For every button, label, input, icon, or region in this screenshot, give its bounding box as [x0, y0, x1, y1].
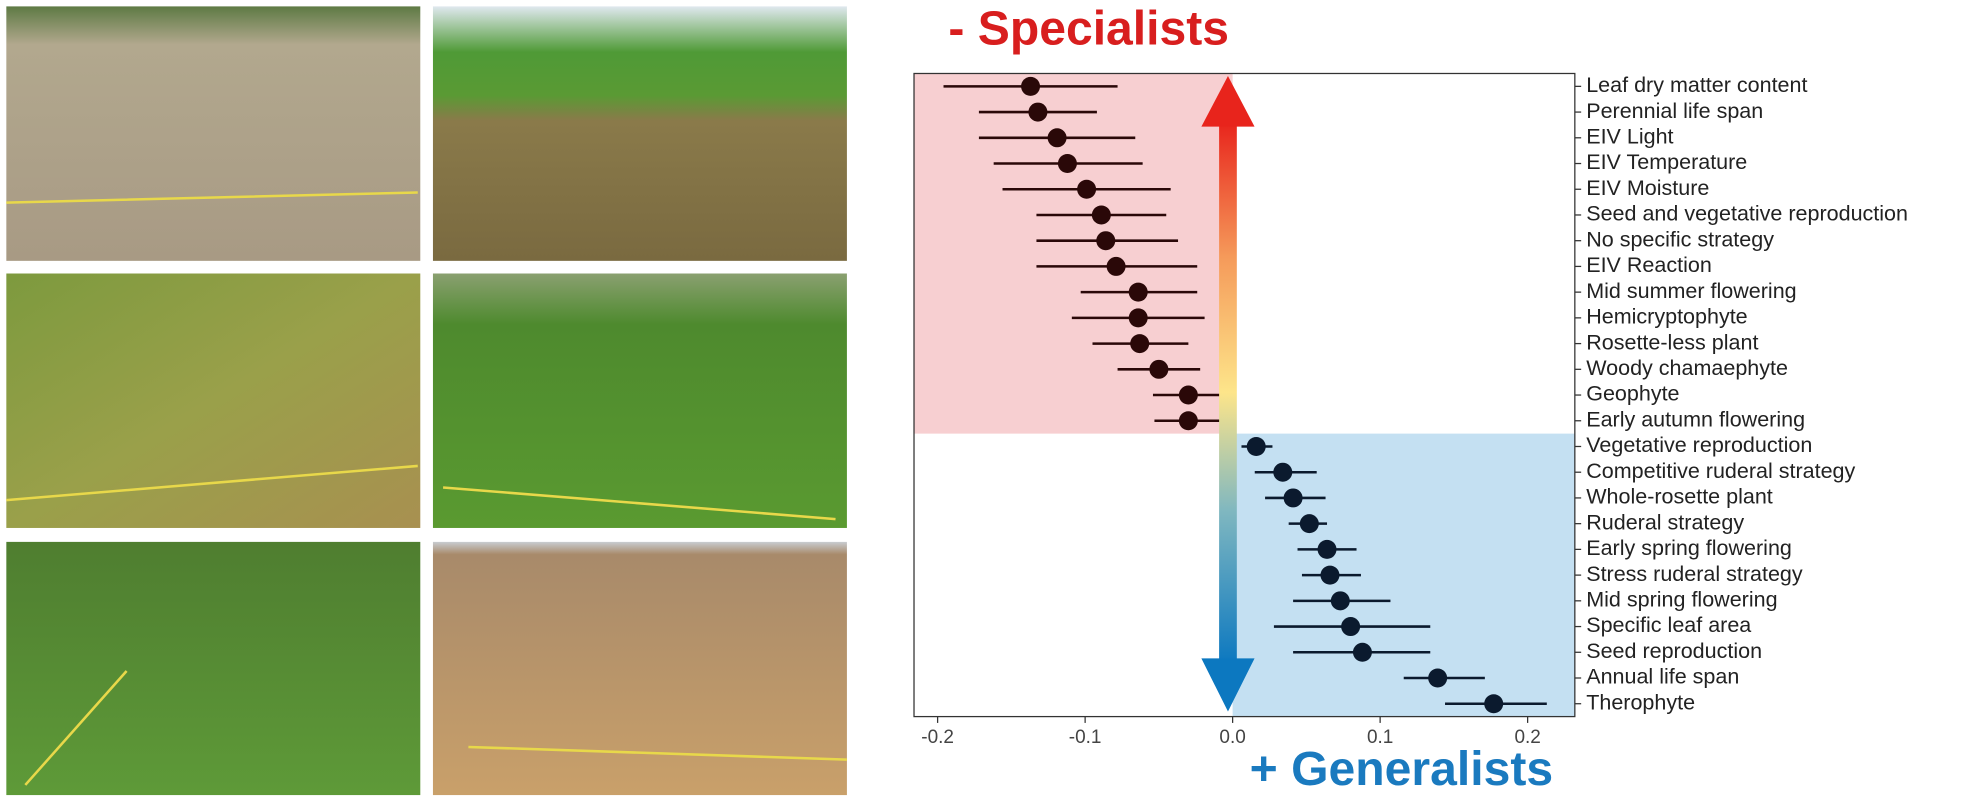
regions	[914, 73, 1575, 717]
x-tick-label: 0.0	[1219, 727, 1245, 748]
y-tick-label: Perennial life span	[1586, 99, 1763, 123]
point	[1178, 411, 1198, 431]
y-tick-label: Seed and vegetative reproduction	[1586, 202, 1908, 226]
generalists-label: + Generalists	[1250, 742, 1553, 796]
photo	[432, 6, 847, 261]
point	[1317, 539, 1337, 559]
positive-region	[1232, 433, 1575, 717]
point	[1021, 76, 1041, 96]
photo	[6, 541, 421, 796]
x-tick-label: 0.2	[1514, 727, 1540, 748]
measuring-tape	[6, 191, 847, 786]
point	[1128, 282, 1148, 302]
point	[1352, 642, 1372, 662]
point	[1330, 591, 1350, 611]
chart: -0.2 -0.1 0.0 0.1 0.2 Leaf dry matter content…	[913, 72, 1908, 748]
y-tick-label: Early spring flowering	[1586, 536, 1792, 560]
point	[1106, 256, 1126, 276]
y-tick-label: EIV Temperature	[1586, 150, 1747, 174]
y-tick-label: EIV Reaction	[1586, 253, 1712, 277]
photo	[6, 273, 421, 528]
y-tick-label: Ruderal strategy	[1586, 510, 1744, 534]
arrow-head	[1201, 76, 1255, 127]
point	[1128, 308, 1148, 328]
point	[1047, 128, 1067, 148]
point	[1178, 385, 1198, 405]
point	[1341, 617, 1361, 637]
point	[1299, 514, 1319, 534]
y-tick-label: Specific leaf area	[1586, 613, 1751, 637]
y-tick-label: EIV Light	[1586, 124, 1673, 148]
photos	[6, 6, 847, 796]
y-tick-label: EIV Moisture	[1586, 176, 1709, 200]
point	[1077, 179, 1097, 199]
arrow-head	[1201, 658, 1255, 712]
y-tick-label: Whole-rosette plant	[1586, 485, 1773, 509]
y-tick-label: Mid spring flowering	[1586, 588, 1777, 612]
point	[1428, 668, 1448, 688]
point	[1283, 488, 1303, 508]
x-tick-label: 0.1	[1367, 727, 1393, 748]
x-tick-label: -0.1	[1069, 727, 1102, 748]
point	[1130, 334, 1150, 354]
gradient-arrow	[1201, 76, 1255, 712]
point	[1028, 102, 1048, 122]
photo	[432, 273, 847, 528]
y-tick-label: Annual life span	[1586, 665, 1739, 689]
y-tick-label: Stress ruderal strategy	[1586, 562, 1803, 586]
point	[1273, 462, 1293, 482]
arrow-shaft	[1219, 121, 1237, 664]
y-tick-label: Mid summer flowering	[1586, 279, 1796, 303]
point	[1096, 231, 1116, 251]
point	[1484, 694, 1504, 714]
y-tick-label: No specific strategy	[1586, 227, 1774, 251]
point	[1246, 436, 1266, 456]
y-tick-label: Vegetative reproduction	[1586, 433, 1812, 457]
y-tick-label: Early autumn flowering	[1586, 407, 1805, 431]
point	[1149, 359, 1169, 379]
y-tick-label: Woody chamaephyte	[1586, 356, 1788, 380]
y-tick-label: Leaf dry matter content	[1586, 73, 1807, 97]
y-tick-label: Geophyte	[1586, 382, 1679, 406]
point	[1057, 154, 1077, 174]
x-tick-label: -0.2	[921, 727, 954, 748]
negative-region	[914, 73, 1233, 434]
y-tick-label: Competitive ruderal strategy	[1586, 459, 1855, 483]
point	[1320, 565, 1340, 585]
y-tick-label: Rosette-less plant	[1586, 330, 1758, 354]
y-tick-label: Seed reproduction	[1586, 639, 1762, 663]
photo	[6, 6, 421, 261]
y-tick-label: Hemicryptophyte	[1586, 305, 1747, 329]
y-tick-label: Therophyte	[1586, 690, 1695, 714]
point	[1091, 205, 1111, 225]
specialists-label: - Specialists	[948, 1, 1229, 55]
